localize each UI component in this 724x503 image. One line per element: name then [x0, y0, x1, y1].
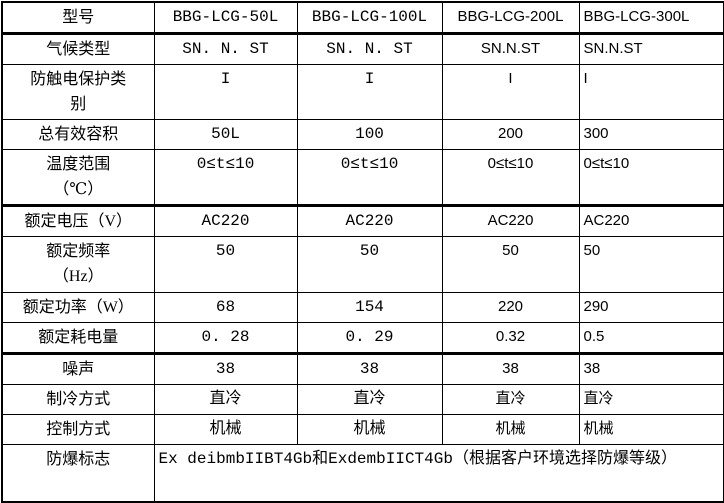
value-cell: 机械: [153, 414, 298, 445]
value-cell: BBG-LCG-50L: [153, 1, 298, 35]
value-cell: BBG-LCG-200L: [441, 1, 580, 35]
table-row: 制冷方式 直冷 直冷 直冷 直冷: [1, 384, 724, 415]
row-label-rated-power: 额定功率（W）: [1, 292, 155, 323]
value-cell: 直冷: [441, 384, 580, 415]
value-cell: I: [153, 64, 298, 120]
row-label-shock-protection-class: 防触电保护类 别: [1, 64, 155, 120]
table-row: 额定电压（V） AC220 AC220 AC220 AC220: [1, 205, 724, 237]
row-label-control-method: 控制方式: [1, 414, 155, 445]
value-cell: BBG-LCG-300L: [578, 1, 724, 35]
table-row: 控制方式 机械 机械 机械 机械: [1, 414, 724, 445]
value-cell: SN.N.ST: [441, 33, 580, 65]
value-cell: 38: [441, 353, 580, 385]
table-row: 额定频率 （Hz） 50 50 50 50: [1, 236, 724, 293]
value-cell: 0≤t≤10: [578, 149, 724, 207]
value-cell: AC220: [153, 205, 298, 237]
value-cell: SN.N.ST: [578, 33, 724, 65]
explosion-proof-value-cell: Ex deibmbIIBT4Gb和ExdembIICT4Gb（根据客户环境选择防…: [153, 444, 724, 502]
value-cell: I: [441, 64, 580, 120]
value-cell: 68: [153, 292, 298, 323]
value-cell: 0≤t≤10: [296, 149, 443, 207]
value-cell: 50: [296, 236, 443, 293]
table-row: 噪声 38 38 38 38: [1, 353, 724, 385]
value-cell: 机械: [441, 414, 580, 445]
value-cell: 220: [441, 292, 580, 323]
row-label-explosion-proof-mark: 防爆标志: [1, 444, 155, 502]
value-cell: 直冷: [153, 384, 298, 415]
row-label-climate-type: 气候类型: [1, 33, 155, 65]
value-cell: 机械: [578, 414, 724, 445]
value-cell: 50: [578, 236, 724, 293]
table-row: 温度范围 （℃） 0≤t≤10 0≤t≤10 0≤t≤10 0≤t≤10: [1, 149, 724, 207]
value-cell: 300: [578, 119, 724, 150]
value-cell: 0.32: [441, 322, 580, 355]
value-cell: 290: [578, 292, 724, 323]
table-row: 气候类型 SN. N. ST SN. N. ST SN.N.ST SN.N.ST: [1, 33, 724, 65]
value-cell: AC220: [296, 205, 443, 237]
row-label-rated-consumption: 额定耗电量: [1, 322, 155, 355]
value-cell: 0.5: [578, 322, 724, 355]
value-cell: BBG-LCG-100L: [296, 1, 443, 35]
value-cell: 100: [296, 119, 443, 150]
table-row: 额定功率（W） 68 154 220 290: [1, 292, 724, 323]
value-cell: SN. N. ST: [296, 33, 443, 65]
table-row: 防触电保护类 别 I I I I: [1, 64, 724, 120]
value-cell: 154: [296, 292, 443, 323]
row-label-rated-frequency: 额定频率 （Hz）: [1, 236, 155, 293]
value-cell: 38: [153, 353, 298, 385]
row-label-effective-volume: 总有效容积: [1, 119, 155, 150]
value-cell: 50L: [153, 119, 298, 150]
value-cell: AC220: [578, 205, 724, 237]
row-label-cooling-method: 制冷方式: [1, 384, 155, 415]
table-row: 总有效容积 50L 100 200 300: [1, 119, 724, 150]
row-label-temperature-range: 温度范围 （℃）: [1, 149, 155, 207]
value-cell: 0≤t≤10: [441, 149, 580, 207]
value-cell: SN. N. ST: [153, 33, 298, 65]
value-cell: 机械: [296, 414, 443, 445]
value-cell: AC220: [441, 205, 580, 237]
value-cell: 直冷: [296, 384, 443, 415]
header-row: 型号 BBG-LCG-50L BBG-LCG-100L BBG-LCG-200L…: [1, 1, 724, 35]
footer-row: 防爆标志 Ex deibmbIIBT4Gb和ExdembIICT4Gb（根据客户…: [1, 444, 724, 502]
value-cell: 50: [441, 236, 580, 293]
value-cell: I: [578, 64, 724, 120]
row-label-model: 型号: [1, 1, 155, 35]
row-label-rated-voltage: 额定电压（V）: [1, 205, 155, 237]
row-label-noise: 噪声: [1, 353, 155, 385]
value-cell: 0. 29: [296, 322, 443, 355]
value-cell: 0. 28: [153, 322, 298, 355]
value-cell: I: [296, 64, 443, 120]
value-cell: 50: [153, 236, 298, 293]
value-cell: 200: [441, 119, 580, 150]
value-cell: 直冷: [578, 384, 724, 415]
table-row: 额定耗电量 0. 28 0. 29 0.32 0.5: [1, 322, 724, 355]
value-cell: 38: [578, 353, 724, 385]
value-cell: 38: [296, 353, 443, 385]
value-cell: 0≤t≤10: [153, 149, 298, 207]
